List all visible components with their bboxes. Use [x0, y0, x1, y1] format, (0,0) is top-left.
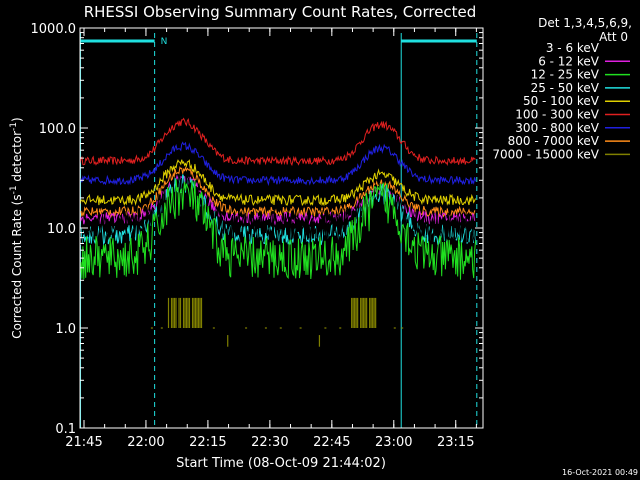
y-tick-label: 1.0	[55, 322, 76, 337]
y-tick-label: 0.1	[55, 422, 76, 437]
legend-header-line2: Att 0	[599, 30, 628, 44]
series-line	[79, 166, 476, 219]
x-axis: 21:45 22:00 22:15 22:30 22:45 23:00 23:15	[65, 28, 477, 450]
x-axis-label: Start Time (08-Oct-09 21:44:02)	[176, 456, 386, 471]
legend-label: 12 - 25 keV	[531, 68, 600, 82]
series-line	[79, 159, 477, 207]
flag-label: N	[161, 37, 168, 47]
x-tick-label: 22:15	[189, 435, 226, 450]
legend-label: 50 - 100 keV	[523, 94, 600, 108]
timestamp: 16-Oct-2021 00:49	[562, 468, 638, 477]
legend-label: 800 - 7000 keV	[508, 134, 600, 148]
x-tick-label: 22:30	[251, 435, 288, 450]
x-tick-label: 23:15	[437, 435, 474, 450]
legend-label: 6 - 12 keV	[538, 54, 600, 68]
legend-label: 100 - 300 keV	[515, 108, 599, 122]
series-line	[79, 117, 476, 167]
x-tick-label: 21:45	[65, 435, 102, 450]
x-tick-label: 22:00	[127, 435, 164, 450]
y-tick-label: 100.0	[39, 122, 76, 137]
chart-title: RHESSI Observing Summary Count Rates, Co…	[84, 3, 477, 21]
y-axis-label: Corrected Count Rate (s-1 detector-1)	[9, 117, 24, 338]
y-tick-label: 10.0	[47, 222, 76, 237]
legend-label: 7000 - 15000 keV	[492, 147, 599, 161]
legend-label: 300 - 800 keV	[515, 121, 599, 135]
y-tick-label: 1000.0	[31, 22, 77, 37]
legend-header-line1: Det 1,3,4,5,6,9,	[538, 16, 632, 30]
x-tick-label: 23:00	[375, 435, 412, 450]
plot-area: N	[79, 33, 478, 428]
y-axis: 1000.0 100.0 10.0 1.0 0.1	[31, 22, 483, 437]
series-line	[79, 171, 477, 247]
legend-label: 3 - 6 keV	[546, 41, 600, 55]
series-line	[79, 179, 477, 280]
series-line	[79, 141, 477, 187]
x-tick-label: 22:45	[313, 435, 350, 450]
legend-label: 25 - 50 keV	[531, 81, 600, 95]
